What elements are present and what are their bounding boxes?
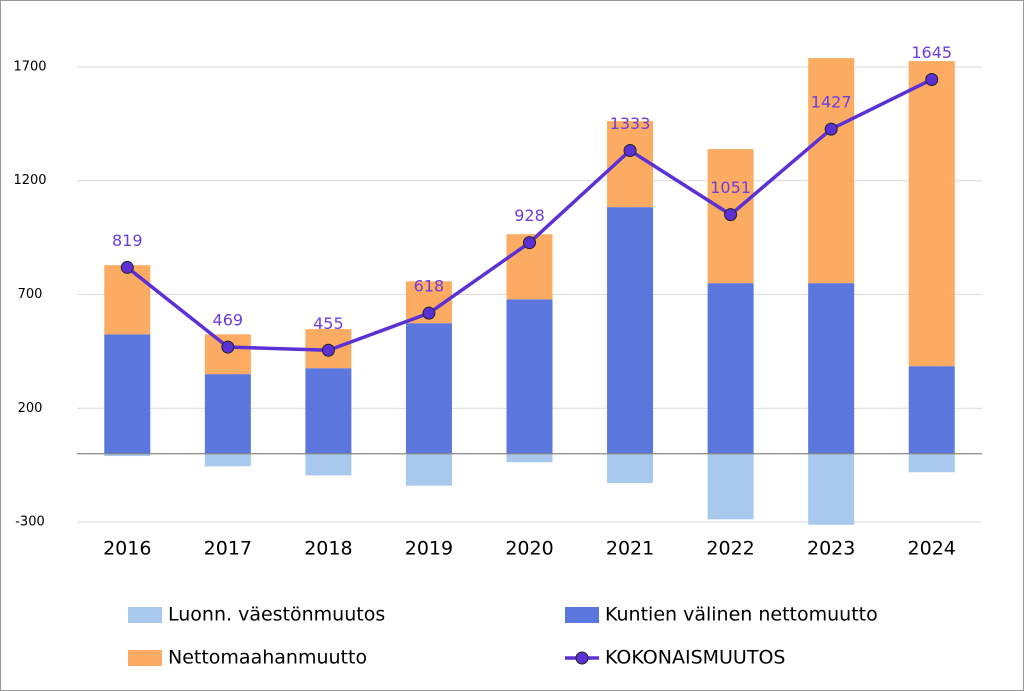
x-tick-label: 2022 bbox=[706, 538, 754, 560]
data-label: 1333 bbox=[610, 114, 651, 133]
bar bbox=[908, 366, 955, 454]
point bbox=[925, 72, 939, 86]
point bbox=[120, 260, 134, 274]
data-label: 1427 bbox=[811, 93, 852, 112]
x-tick-label: 2017 bbox=[204, 538, 252, 560]
bar bbox=[808, 283, 855, 454]
x-tick-label: 2018 bbox=[304, 538, 352, 560]
bar bbox=[104, 453, 151, 457]
bar bbox=[204, 334, 251, 375]
bar bbox=[607, 453, 654, 484]
x-tick-label: 2024 bbox=[908, 538, 956, 560]
bar bbox=[808, 58, 855, 284]
legend-label: Kuntien välinen nettomuutto bbox=[605, 604, 878, 626]
bar bbox=[305, 453, 352, 476]
point bbox=[724, 208, 738, 222]
data-label: 1051 bbox=[710, 178, 751, 197]
bar bbox=[808, 453, 855, 525]
x-tick-label: 2021 bbox=[606, 538, 654, 560]
data-label: 928 bbox=[514, 206, 545, 225]
legend-swatch bbox=[128, 607, 162, 623]
x-tick-label: 2020 bbox=[505, 538, 553, 560]
data-label: 1645 bbox=[911, 43, 952, 62]
bar bbox=[908, 453, 955, 473]
legend-marker bbox=[575, 651, 589, 665]
data-label: 618 bbox=[414, 277, 445, 296]
bar bbox=[908, 61, 955, 367]
point bbox=[422, 306, 436, 320]
legend-swatch bbox=[565, 607, 599, 623]
point bbox=[824, 122, 838, 136]
bar bbox=[204, 374, 251, 454]
x-tick-label: 2023 bbox=[807, 538, 855, 560]
point bbox=[221, 340, 235, 354]
data-label: 455 bbox=[313, 314, 344, 333]
bar bbox=[607, 207, 654, 454]
bar bbox=[305, 368, 352, 454]
bar bbox=[405, 323, 452, 454]
y-tick-label: 1200 bbox=[13, 173, 46, 188]
legend-label: Nettomaahanmuutto bbox=[168, 647, 367, 669]
legend-label: KOKONAISMUUTOS bbox=[605, 647, 785, 669]
legend-swatch bbox=[128, 650, 162, 666]
y-tick-label: 200 bbox=[18, 401, 43, 416]
x-tick-label: 2019 bbox=[405, 538, 453, 560]
bar bbox=[405, 453, 452, 486]
bar bbox=[204, 453, 251, 467]
bar bbox=[104, 334, 151, 454]
bar bbox=[506, 299, 553, 454]
data-label: 469 bbox=[213, 311, 244, 330]
bar bbox=[707, 283, 754, 454]
point bbox=[623, 143, 637, 157]
y-tick-label: 1700 bbox=[13, 59, 46, 74]
point bbox=[321, 343, 335, 357]
point bbox=[523, 236, 536, 250]
bar bbox=[506, 453, 553, 463]
y-tick-label: 700 bbox=[18, 287, 43, 302]
data-label: 819 bbox=[112, 231, 143, 250]
x-tick-label: 2016 bbox=[103, 538, 151, 560]
y-tick-label: -300 bbox=[15, 515, 45, 530]
legend-label: Luonn. väestönmuutos bbox=[168, 604, 385, 626]
bar bbox=[104, 265, 151, 335]
bar bbox=[707, 453, 754, 520]
